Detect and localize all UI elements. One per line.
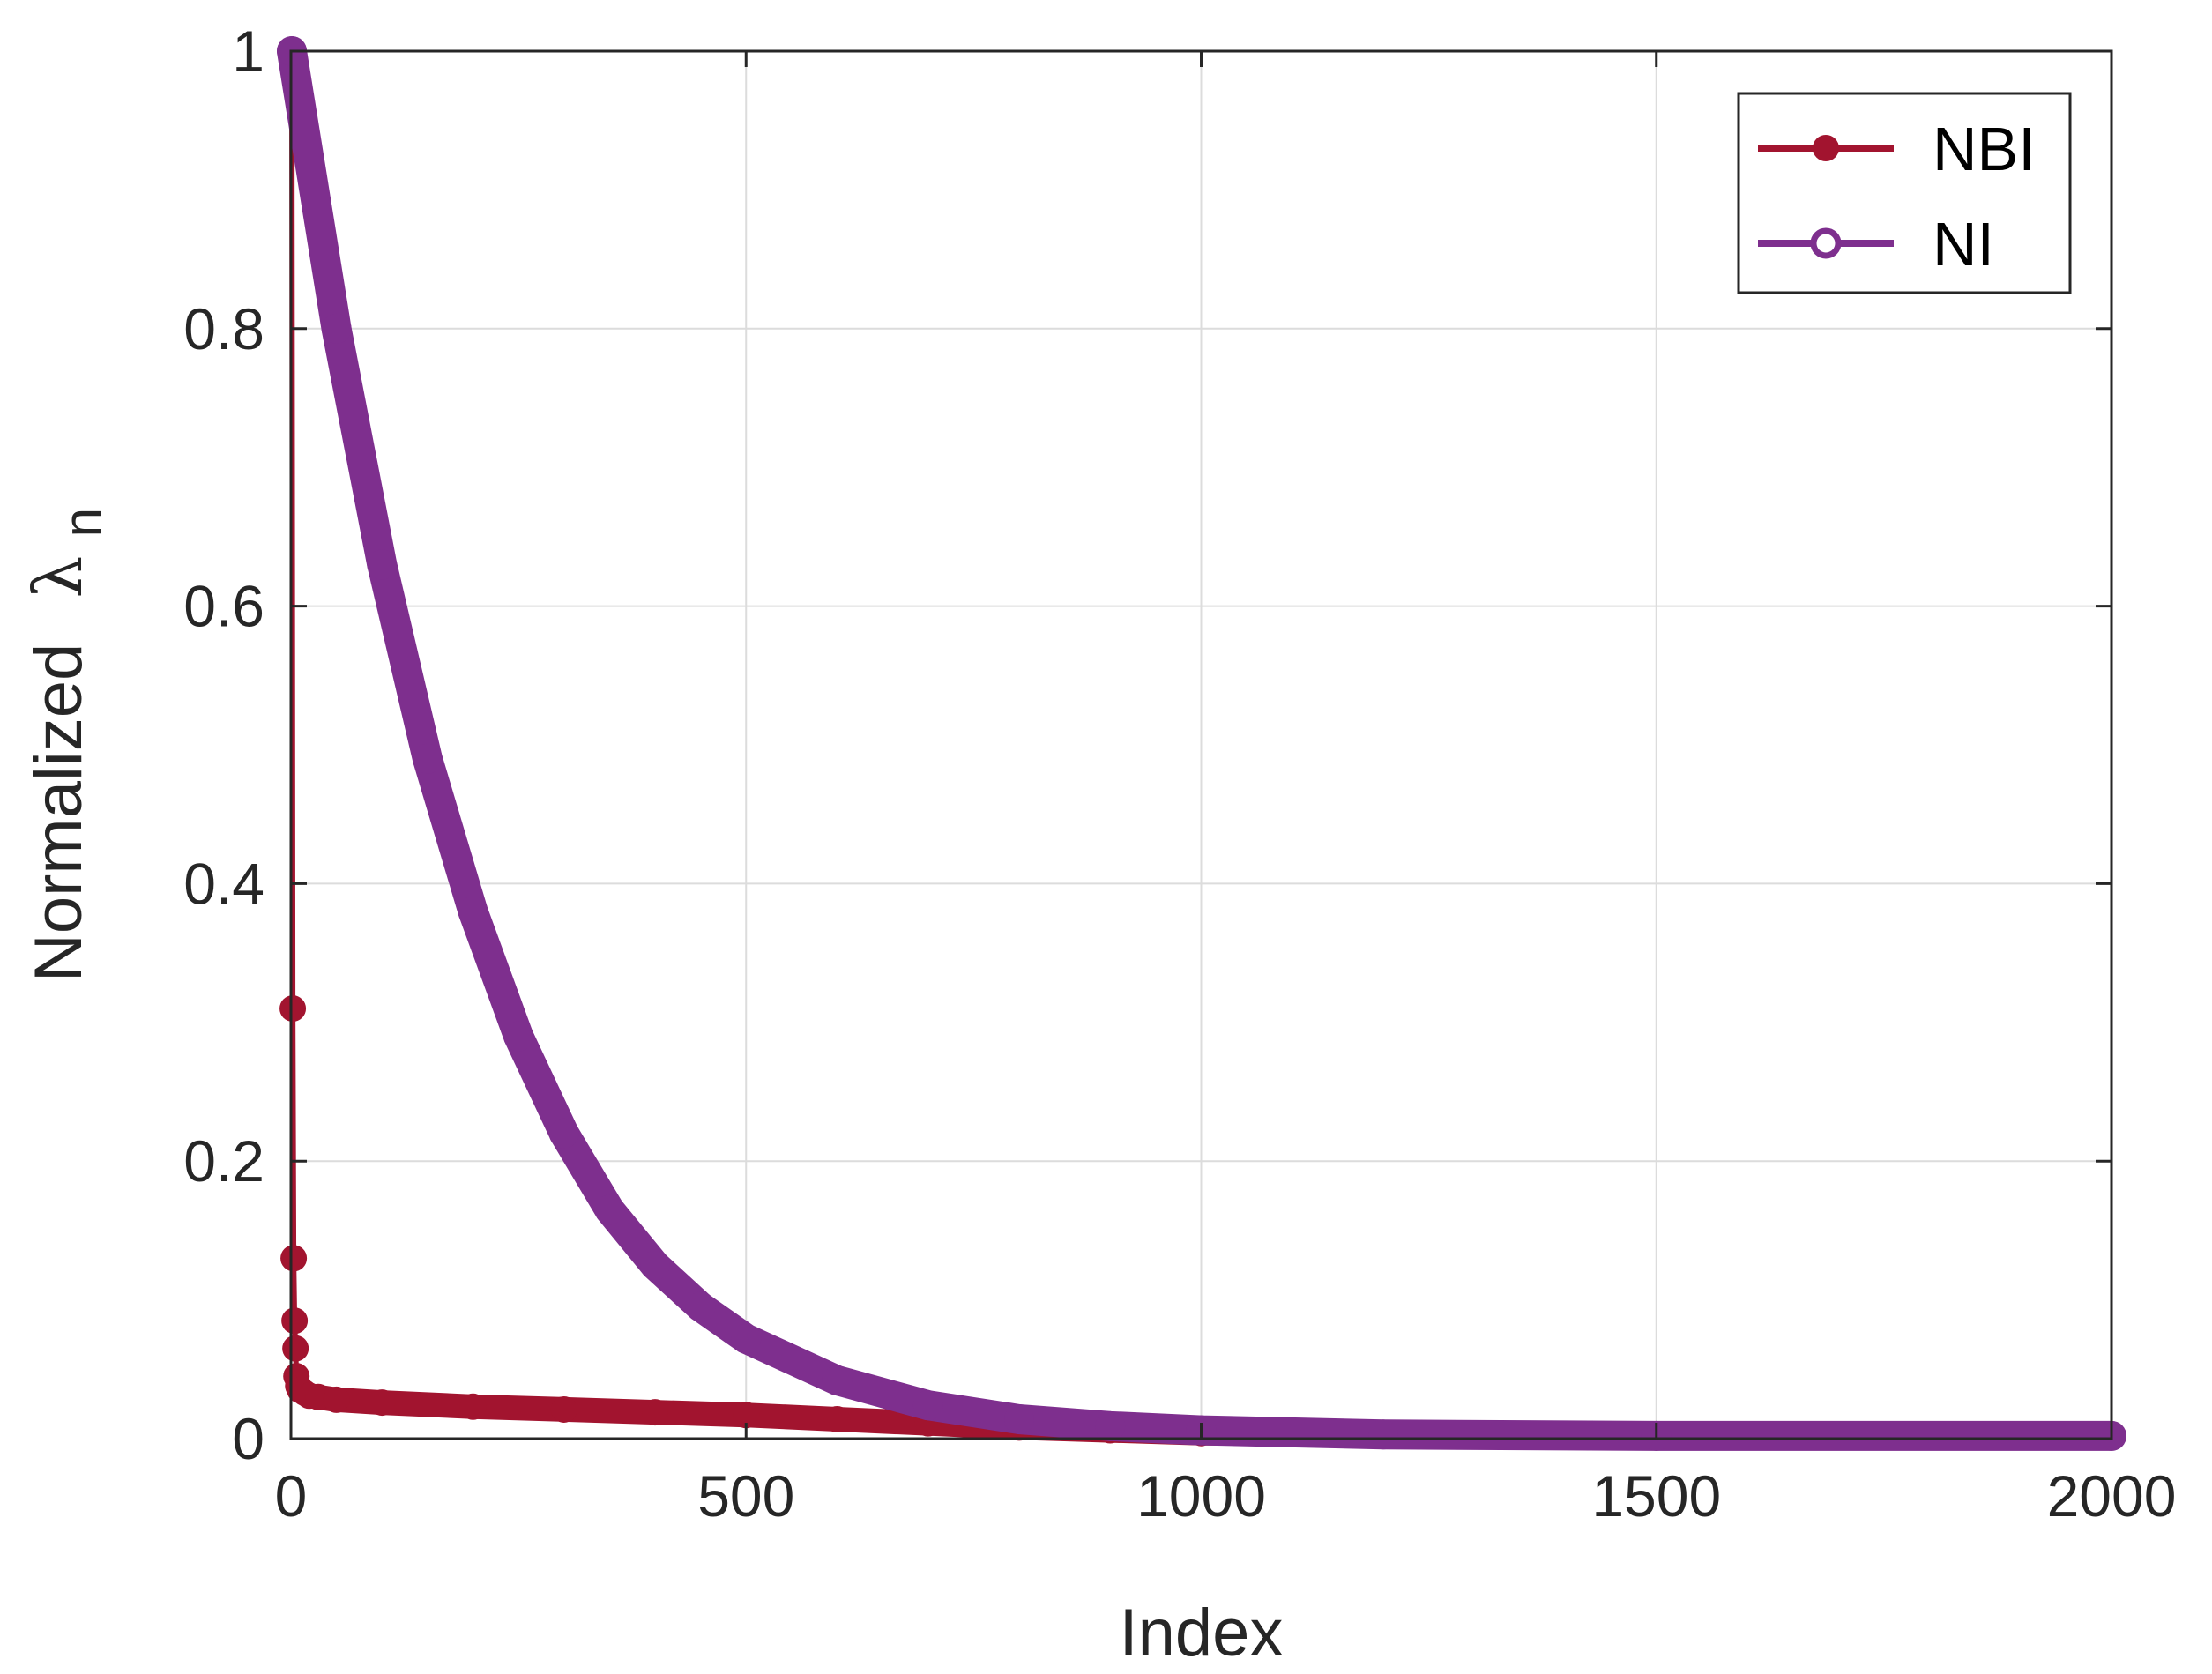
data-point-ni	[640, 1250, 670, 1281]
y-tick-label: 0.2	[183, 1128, 264, 1194]
y-axis-title: Normalized λ n	[19, 508, 112, 982]
x-tick-label: 500	[697, 1463, 794, 1529]
data-point-nbi	[642, 1399, 668, 1426]
legend: NBI NI	[1737, 92, 2072, 294]
tick-labels: 0 500 1000 1500 2000 0 0.2 0.4 0.6 0.8 1	[183, 19, 2176, 1529]
data-point-ni	[685, 1291, 716, 1322]
data-point-ni	[912, 1390, 943, 1421]
data-point-ni	[503, 1021, 534, 1052]
data-point-nbi	[323, 1386, 350, 1413]
y-axis-title-symbol: λ	[19, 555, 97, 598]
data-point-ni	[548, 1118, 579, 1149]
y-tick-label: 0.6	[183, 574, 264, 639]
y-axis-title-text: Normalized	[21, 644, 96, 982]
y-tick-label: 0	[232, 1406, 264, 1471]
legend-box	[1737, 92, 2072, 294]
data-point-nbi	[279, 995, 307, 1023]
data-point-nbi	[369, 1389, 396, 1417]
data-point-ni	[1095, 1410, 1126, 1441]
data-point-ni	[367, 549, 398, 580]
legend-item-ni: NI	[1758, 210, 1994, 279]
legend-item-nbi: NBI	[1758, 115, 2036, 183]
x-tick-label: 1500	[1591, 1463, 1721, 1529]
data-point-ni	[822, 1365, 853, 1395]
legend-label-nbi: NBI	[1933, 115, 2036, 183]
data-point-nbi	[280, 1245, 308, 1272]
data-point-ni	[458, 896, 488, 926]
x-axis-title: Index	[1120, 1596, 1284, 1670]
data-point-ni	[1368, 1419, 1398, 1450]
x-tick-label: 2000	[2047, 1463, 2177, 1529]
y-tick-label: 1	[232, 19, 264, 84]
y-tick-label: 0.8	[183, 296, 264, 361]
data-point-ni	[412, 743, 443, 774]
data-point-ni	[321, 313, 352, 344]
data-point-nbi	[733, 1402, 760, 1429]
legend-marker-ni	[1810, 227, 1842, 259]
x-tick-label: 0	[275, 1463, 308, 1529]
data-point-nbi	[459, 1393, 487, 1420]
legend-label-ni: NI	[1933, 210, 1994, 279]
data-point-ni	[594, 1194, 625, 1225]
y-tick-label: 0.4	[183, 851, 264, 916]
data-point-ni	[1004, 1403, 1034, 1434]
y-axis-title-subscript: n	[53, 508, 112, 537]
data-point-nbi	[823, 1405, 851, 1432]
data-point-ni	[731, 1323, 762, 1354]
data-point-nbi	[282, 1335, 309, 1362]
legend-marker-nbi	[1813, 135, 1839, 161]
x-tick-label: 1000	[1136, 1463, 1266, 1529]
data-point-nbi	[550, 1395, 577, 1423]
data-point-nbi	[281, 1307, 309, 1335]
